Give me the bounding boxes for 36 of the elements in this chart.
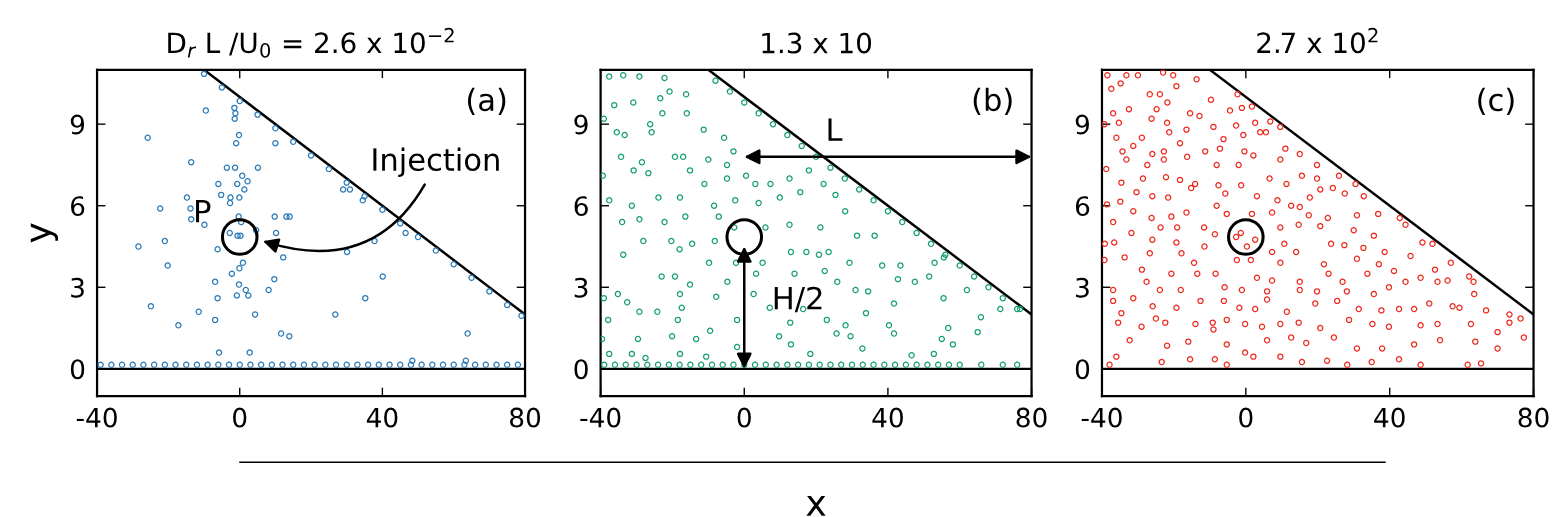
y-tick-label: 9	[70, 114, 85, 135]
chart-title: 1.3 x 10	[762, 32, 872, 54]
y-tick-label: 3	[1076, 277, 1089, 298]
y-tick-label: 0	[1075, 359, 1090, 380]
y-tick-label: 6	[574, 196, 588, 217]
annotation: H/2	[774, 286, 822, 313]
x-tick-label: 80	[510, 407, 541, 428]
annotation: (a)	[467, 87, 506, 115]
y-tick-label: 0	[70, 359, 85, 380]
annotation: L	[828, 118, 843, 141]
y-tick-label: 3	[574, 277, 588, 298]
annotation: (b)	[973, 87, 1012, 115]
annotation: P	[196, 200, 211, 223]
x-tick-label: -40	[76, 407, 117, 428]
x-tick-label: -40	[1081, 407, 1122, 428]
x-tick-label: 0	[1239, 407, 1253, 428]
x-tick-label: 40	[1374, 407, 1405, 428]
y-tick-label: 6	[1075, 196, 1090, 217]
chart-title: D$_{r}$ L /U$_{0}$ = 2.6 x 10$^{−2}$	[168, 27, 454, 58]
chart-title: 2.7 x 10$^{2}$	[1257, 27, 1378, 54]
y-axis-title: y	[30, 223, 59, 243]
x-tick-label: 40	[872, 407, 903, 428]
x-tick-label: 40	[366, 407, 398, 428]
x-tick-label: 80	[1518, 407, 1549, 428]
y-tick-label: 9	[574, 114, 588, 135]
y-tick-label: 6	[71, 196, 85, 217]
x-tick-label: 0	[737, 407, 751, 428]
annotation: (c)	[1478, 87, 1514, 115]
x-tick-label: 0	[233, 407, 247, 428]
x-axis-title: x	[806, 495, 826, 516]
y-tick-label: 9	[1075, 114, 1090, 135]
y-tick-label: 3	[71, 277, 84, 298]
y-tick-label: 0	[574, 359, 588, 380]
x-tick-label: -40	[580, 407, 621, 428]
annotation: Injection	[373, 147, 499, 178]
x-tick-label: 80	[1016, 407, 1047, 428]
